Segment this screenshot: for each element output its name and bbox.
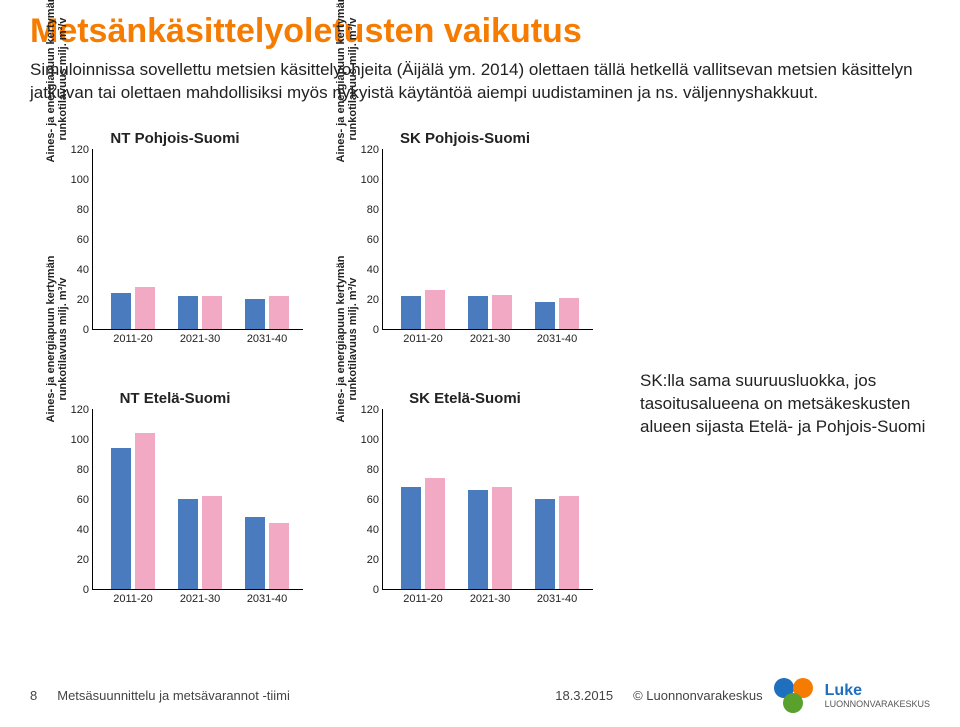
y-tick: 0 xyxy=(63,584,89,596)
bar xyxy=(425,290,445,329)
y-tick: 100 xyxy=(63,434,89,446)
y-tick: 100 xyxy=(63,174,89,186)
chart-panel: NT Etelä-SuomiAines- ja energiapuun kert… xyxy=(40,390,310,640)
page-title: Metsänkäsittelyoletusten vaikutus xyxy=(30,12,930,51)
bar xyxy=(401,487,421,589)
y-tick: 120 xyxy=(63,144,89,156)
bar xyxy=(535,499,555,589)
y-axis-label: Aines- ja energiapuun kertymän runkotila… xyxy=(335,249,359,429)
y-tick: 100 xyxy=(353,434,379,446)
y-tick: 20 xyxy=(353,554,379,566)
x-tick: 2021-30 xyxy=(170,333,230,345)
bar xyxy=(468,490,488,589)
footer: 8 Metsäsuunnittelu ja metsävarannot -tii… xyxy=(30,677,930,713)
bar xyxy=(202,496,222,589)
footer-team: Metsäsuunnittelu ja metsävarannot -tiimi xyxy=(57,688,290,703)
y-tick: 120 xyxy=(353,144,379,156)
x-tick: 2021-30 xyxy=(170,593,230,605)
bar xyxy=(425,478,445,589)
x-tick: 2031-40 xyxy=(527,593,587,605)
page-number: 8 xyxy=(30,688,37,703)
side-note: SK:lla sama suuruusluokka, jos tasoitusa… xyxy=(640,370,930,439)
y-tick: 60 xyxy=(353,494,379,506)
y-tick: 120 xyxy=(353,404,379,416)
logo: Luke LUONNONVARAKESKUS xyxy=(773,677,930,713)
bar xyxy=(559,298,579,330)
bar xyxy=(559,496,579,589)
y-tick: 60 xyxy=(353,234,379,246)
bar xyxy=(535,302,555,329)
bar xyxy=(245,517,265,589)
bar xyxy=(178,499,198,589)
bar xyxy=(178,296,198,329)
y-tick: 80 xyxy=(63,204,89,216)
intro-text: Simuloinnissa sovellettu metsien käsitte… xyxy=(30,59,930,105)
bar xyxy=(135,287,155,329)
footer-copyright: © Luonnonvarakeskus xyxy=(633,688,763,703)
bar xyxy=(492,295,512,330)
bar xyxy=(202,296,222,329)
chart-plot: Aines- ja energiapuun kertymän runkotila… xyxy=(382,409,593,590)
y-tick: 60 xyxy=(63,494,89,506)
x-tick: 2011-20 xyxy=(393,333,453,345)
bar xyxy=(269,523,289,589)
y-tick: 20 xyxy=(63,554,89,566)
y-tick: 40 xyxy=(63,524,89,536)
chart-plot: Aines- ja energiapuun kertymän runkotila… xyxy=(92,149,303,330)
x-tick: 2011-20 xyxy=(103,333,163,345)
chart-plot: Aines- ja energiapuun kertymän runkotila… xyxy=(92,409,303,590)
chart-grid: NT Pohjois-SuomiAines- ja energiapuun ke… xyxy=(40,130,620,650)
chart-panel: SK Pohjois-SuomiAines- ja energiapuun ke… xyxy=(330,130,600,380)
y-tick: 80 xyxy=(353,204,379,216)
y-tick: 120 xyxy=(63,404,89,416)
y-tick: 100 xyxy=(353,174,379,186)
bar xyxy=(111,448,131,589)
logo-text: Luke LUONNONVARAKESKUS xyxy=(825,682,930,709)
x-tick: 2011-20 xyxy=(103,593,163,605)
y-tick: 40 xyxy=(353,524,379,536)
bar xyxy=(468,296,488,329)
bar xyxy=(269,296,289,329)
y-axis-label: Aines- ja energiapuun kertymän runkotila… xyxy=(45,249,69,429)
chart-panel: NT Pohjois-SuomiAines- ja energiapuun ke… xyxy=(40,130,310,380)
x-tick: 2021-30 xyxy=(460,593,520,605)
y-tick: 80 xyxy=(63,464,89,476)
x-tick: 2031-40 xyxy=(237,593,297,605)
x-tick: 2021-30 xyxy=(460,333,520,345)
footer-date: 18.3.2015 xyxy=(555,688,613,703)
x-tick: 2031-40 xyxy=(527,333,587,345)
x-tick: 2011-20 xyxy=(393,593,453,605)
y-tick: 80 xyxy=(353,464,379,476)
chart-plot: Aines- ja energiapuun kertymän runkotila… xyxy=(382,149,593,330)
bar xyxy=(111,293,131,329)
y-tick: 60 xyxy=(63,234,89,246)
bar xyxy=(135,433,155,589)
x-tick: 2031-40 xyxy=(237,333,297,345)
chart-panel: SK Etelä-SuomiAines- ja energiapuun kert… xyxy=(330,390,600,640)
bar xyxy=(492,487,512,589)
y-tick: 0 xyxy=(353,584,379,596)
bar xyxy=(245,299,265,329)
luke-logo-icon xyxy=(773,677,819,713)
bar xyxy=(401,296,421,329)
